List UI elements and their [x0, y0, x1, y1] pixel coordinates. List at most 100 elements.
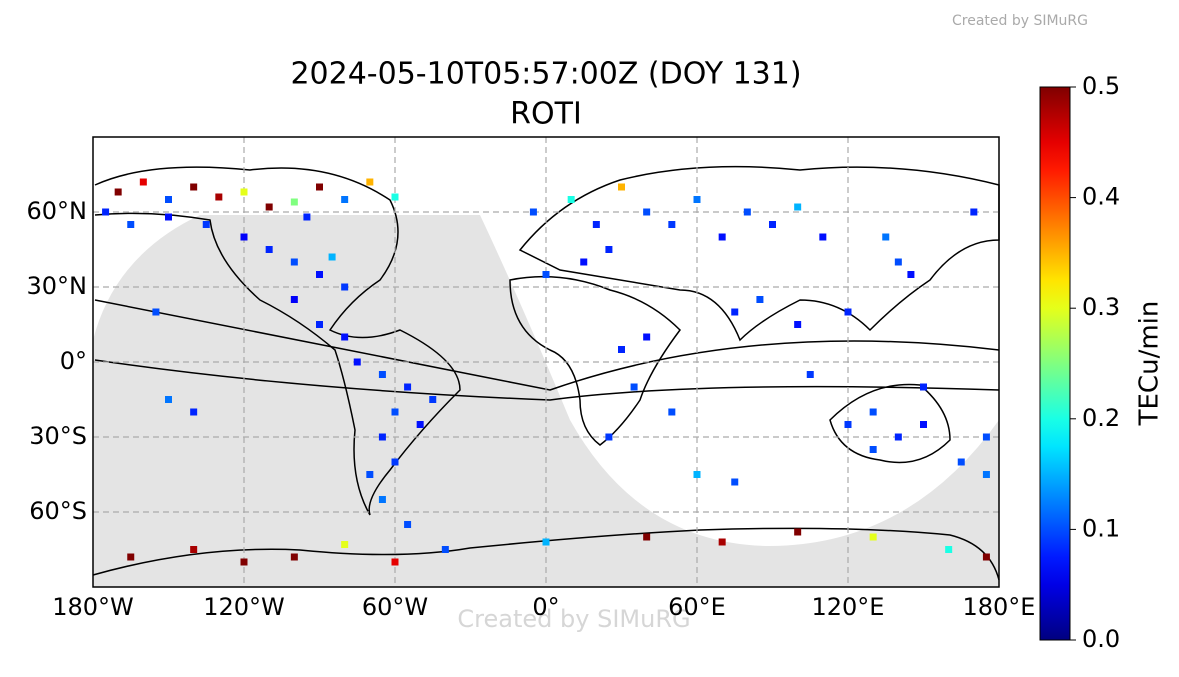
- data-point: [668, 221, 676, 228]
- data-point: [316, 183, 323, 191]
- data-point: [127, 221, 135, 228]
- data-point: [290, 258, 298, 266]
- data-point: [718, 233, 726, 241]
- data-point: [328, 253, 336, 261]
- data-point: [718, 538, 726, 546]
- data-point: [441, 546, 449, 553]
- data-point: [982, 433, 990, 441]
- data-point: [542, 271, 550, 278]
- y-tick-label: 0°: [60, 347, 87, 375]
- data-point: [215, 193, 223, 201]
- data-point: [794, 203, 802, 211]
- data-point: [404, 383, 412, 391]
- x-tick-label: 180°W: [52, 593, 134, 621]
- x-tick-label: 0°: [532, 593, 559, 621]
- data-point: [970, 208, 978, 216]
- data-point: [316, 321, 323, 328]
- data-point: [265, 246, 273, 253]
- data-point: [416, 421, 424, 428]
- data-point: [165, 213, 172, 221]
- colorbar-tick-label: 0.1: [1082, 514, 1120, 542]
- chart-title: 2024-05-10T05:57:00Z (DOY 131): [290, 57, 801, 92]
- data-point: [265, 203, 273, 211]
- data-point: [190, 546, 198, 553]
- data-point: [190, 183, 198, 191]
- data-point: [756, 296, 764, 303]
- data-point: [290, 296, 298, 303]
- data-point: [190, 408, 198, 416]
- data-point: [982, 471, 990, 478]
- colorbar: [1039, 86, 1071, 641]
- data-point: [353, 358, 361, 366]
- data-point: [102, 208, 110, 216]
- data-point: [391, 408, 399, 416]
- data-point: [303, 213, 311, 221]
- data-point: [240, 233, 248, 241]
- data-point: [643, 533, 651, 541]
- data-point: [341, 283, 349, 291]
- data-point: [542, 538, 550, 546]
- data-point: [592, 221, 600, 228]
- data-point: [378, 433, 386, 441]
- data-point: [341, 333, 349, 341]
- data-point: [643, 208, 651, 216]
- data-point: [366, 471, 374, 478]
- watermark: Created by SIMuRG: [457, 605, 690, 633]
- data-point: [290, 198, 298, 206]
- data-point: [630, 383, 638, 391]
- data-point: [152, 308, 160, 316]
- x-tick-label: 60°E: [668, 593, 726, 621]
- x-tick-label: 60°W: [362, 593, 428, 621]
- data-point: [869, 533, 877, 541]
- data-point: [693, 471, 701, 478]
- data-point: [165, 196, 172, 203]
- data-point: [643, 333, 651, 341]
- colorbar-label: TECu/min: [1135, 301, 1165, 427]
- data-point: [391, 558, 399, 566]
- credit: Created by SIMuRG: [952, 13, 1088, 29]
- data-point: [240, 188, 248, 196]
- data-point: [290, 553, 298, 561]
- data-point: [378, 496, 386, 503]
- colorbar-tick-label: 0.5: [1082, 72, 1120, 100]
- data-point: [580, 258, 588, 266]
- data-point: [429, 396, 437, 403]
- data-point: [114, 188, 122, 196]
- data-point: [668, 408, 676, 416]
- data-point: [693, 196, 701, 203]
- y-tick-label: 30°S: [29, 422, 87, 450]
- data-point: [869, 408, 877, 416]
- data-point: [920, 383, 927, 391]
- data-point: [743, 208, 751, 216]
- data-point: [894, 433, 902, 441]
- data-point: [844, 308, 852, 316]
- data-point: [202, 221, 210, 228]
- data-point: [982, 553, 990, 561]
- data-point: [567, 196, 575, 203]
- colorbar-tick-label: 0.3: [1082, 293, 1120, 321]
- y-tick-label: 60°N: [27, 197, 88, 225]
- x-tick-label: 120°W: [203, 593, 285, 621]
- data-point: [869, 446, 877, 453]
- data-point: [605, 433, 613, 441]
- data-point: [819, 233, 827, 241]
- data-point: [731, 478, 739, 486]
- data-point: [945, 546, 953, 553]
- data-point: [391, 458, 399, 466]
- data-point: [806, 371, 814, 378]
- data-point: [341, 196, 349, 203]
- data-point: [844, 421, 852, 428]
- data-point: [127, 553, 135, 561]
- data-point: [882, 233, 890, 241]
- colorbar-tick-label: 0.4: [1082, 183, 1120, 211]
- data-point: [165, 396, 172, 403]
- data-point: [378, 371, 386, 378]
- data-point: [404, 521, 412, 528]
- data-point: [618, 346, 625, 353]
- data-point: [139, 178, 147, 186]
- data-point: [529, 208, 537, 216]
- data-point: [769, 221, 776, 228]
- x-tick-label: 180°E: [963, 593, 1036, 621]
- data-point: [618, 183, 625, 191]
